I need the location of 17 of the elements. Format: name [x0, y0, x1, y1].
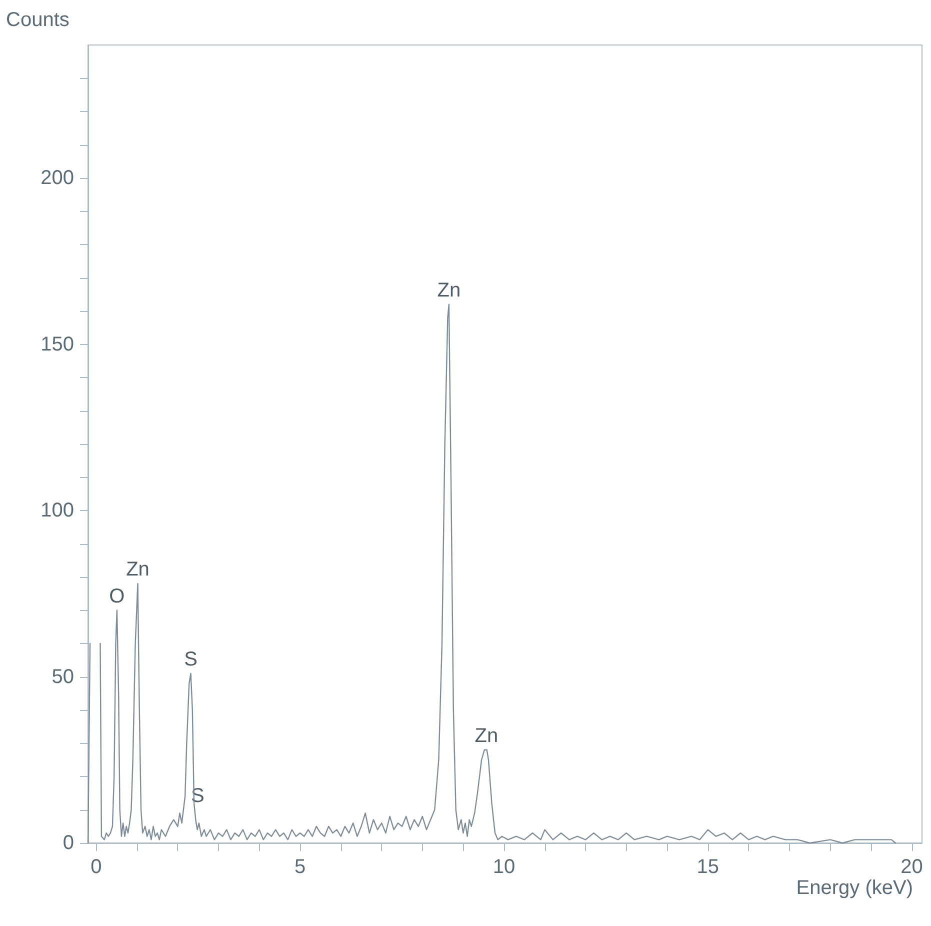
x-tick-label: 10: [492, 856, 516, 878]
y-tick-label: 0: [62, 832, 74, 854]
x-tick-label: 5: [294, 856, 306, 878]
annotation: O: [109, 585, 125, 608]
x-tick-label: 20: [900, 856, 923, 878]
y-tick-label: 150: [40, 333, 74, 356]
x-tick-label: 0: [90, 856, 102, 878]
y-tick-label: 50: [52, 666, 74, 688]
annotation: Zn: [474, 724, 498, 747]
y-tick-label: 100: [40, 500, 74, 522]
y-tick-label: 200: [40, 167, 74, 189]
annotation: S: [184, 648, 198, 670]
y-axis-title: Counts: [6, 9, 70, 31]
x-axis-title: Energy (keV): [796, 877, 914, 899]
annotation: Zn: [437, 279, 461, 302]
x-tick-label: 15: [696, 856, 720, 878]
annotation: Zn: [126, 558, 150, 581]
